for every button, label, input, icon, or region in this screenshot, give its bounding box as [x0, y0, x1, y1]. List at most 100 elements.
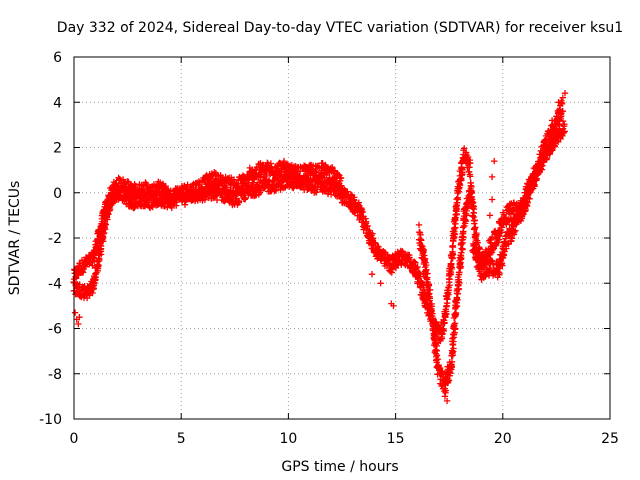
data-point-marker [559, 94, 566, 101]
y-tick-label: -8 [48, 367, 62, 383]
data-point-marker [415, 221, 423, 229]
data-point-marker [443, 397, 451, 405]
data-point-marker [144, 197, 152, 205]
data-point-marker [441, 320, 448, 327]
data-point-marker [471, 225, 478, 232]
data-point-marker [104, 216, 111, 223]
data-point-marker [102, 221, 109, 228]
data-point-marker [418, 237, 425, 244]
data-point-marker [526, 195, 533, 202]
data-point-marker [458, 255, 465, 262]
data-point-marker [96, 255, 103, 263]
data-point-marker [120, 179, 128, 187]
data-point-marker [388, 300, 395, 307]
y-tick-label: 2 [53, 141, 62, 157]
y-tick-label: -4 [48, 276, 62, 292]
data-point-marker [548, 139, 556, 147]
data-point-marker [531, 181, 538, 189]
data-point-marker [364, 222, 371, 230]
data-point-marker [467, 173, 474, 180]
data-point-marker [416, 229, 424, 236]
data-point-marker [369, 235, 377, 242]
data-point-marker [512, 227, 519, 234]
data-point-marker [458, 241, 465, 248]
data-point-marker [438, 369, 446, 376]
data-point-marker [411, 258, 418, 265]
data-point-marker [442, 387, 449, 394]
data-point-marker [207, 175, 214, 183]
data-point-marker [556, 121, 563, 129]
data-point-marker [466, 164, 473, 171]
data-point-marker [242, 194, 249, 202]
data-point-marker [106, 207, 113, 214]
data-point-marker [173, 202, 180, 209]
data-point-marker [377, 280, 384, 287]
data-point-marker [471, 242, 478, 249]
data-point-marker [456, 269, 463, 276]
data-point-marker [533, 177, 540, 184]
data-point-marker [561, 128, 568, 135]
data-point-marker [497, 229, 505, 236]
data-point-marker [288, 173, 295, 180]
data-point-marker [319, 160, 326, 167]
data-point-marker [246, 164, 253, 172]
data-point-marker [368, 271, 376, 278]
data-point-marker [431, 324, 438, 331]
data-point-marker [92, 274, 99, 281]
data-point-marker [426, 297, 433, 304]
data-point-marker [460, 228, 467, 235]
data-point-marker [499, 262, 506, 269]
data-point-marker [131, 204, 138, 211]
data-point-marker [334, 171, 342, 178]
data-point-marker [433, 352, 441, 359]
y-tick-label: -10 [39, 412, 62, 428]
data-point-marker [446, 282, 453, 289]
data-point-marker [404, 259, 411, 266]
data-point-marker [132, 182, 139, 190]
data-point-marker [445, 377, 453, 384]
data-point-marker [472, 224, 479, 231]
data-point-marker [262, 167, 269, 174]
data-point-marker [431, 333, 438, 340]
data-point-marker [474, 252, 481, 260]
data-point-marker [561, 90, 569, 97]
data-point-marker [440, 327, 447, 335]
data-point-marker [94, 237, 102, 244]
data-point-marker [101, 220, 109, 227]
data-point-marker [148, 203, 155, 210]
data-point-marker [449, 250, 456, 257]
data-point-marker [539, 162, 546, 169]
data-point-marker [289, 176, 296, 183]
data-point-marker [453, 297, 460, 304]
data-point-marker [559, 108, 566, 115]
data-point-marker [471, 217, 478, 224]
data-point-marker [551, 143, 558, 150]
data-point-marker [399, 248, 406, 255]
data-point-marker [447, 370, 454, 377]
data-point-marker [430, 332, 438, 339]
data-point-marker [220, 185, 228, 192]
data-point-marker [426, 286, 434, 294]
data-point-marker [263, 172, 270, 180]
data-point-marker [451, 320, 459, 327]
data-point-marker [448, 264, 455, 271]
data-point-marker [519, 212, 526, 219]
data-point-marker [468, 188, 476, 196]
data-markers [70, 90, 569, 405]
data-point-marker [344, 188, 351, 195]
grid-lines [73, 56, 611, 420]
data-point-marker [76, 314, 83, 321]
x-tick-labels: 0 5 10 15 20 25 [70, 431, 619, 447]
data-point-marker [445, 378, 452, 385]
data-point-marker [555, 99, 562, 106]
data-point-marker [452, 311, 460, 318]
data-point-marker [347, 191, 355, 198]
data-point-marker [448, 361, 455, 368]
data-point-marker [222, 180, 230, 187]
data-point-marker [91, 280, 98, 287]
x-tick-label: 10 [279, 431, 297, 447]
data-point-marker [548, 117, 556, 124]
data-point-marker [560, 123, 568, 130]
data-point-marker [430, 319, 437, 326]
